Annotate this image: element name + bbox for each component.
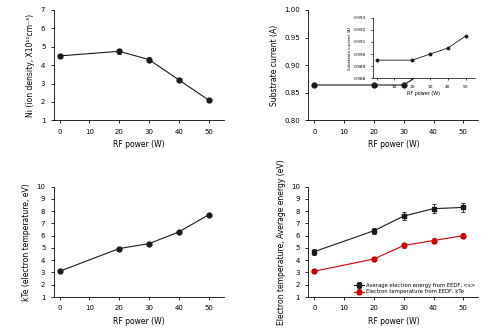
Y-axis label: Substrate current (A): Substrate current (A) — [270, 24, 279, 106]
Y-axis label: Electron temperature, Average energy (eV): Electron temperature, Average energy (eV… — [277, 159, 285, 325]
X-axis label: RF power (W): RF power (W) — [113, 317, 164, 326]
X-axis label: RF power (W): RF power (W) — [113, 140, 164, 149]
Y-axis label: kTe (electron temperature, eV): kTe (electron temperature, eV) — [22, 183, 31, 301]
X-axis label: RF power (W): RF power (W) — [367, 140, 419, 149]
Y-axis label: Ni (ion density, X10¹⁰cm⁻³): Ni (ion density, X10¹⁰cm⁻³) — [26, 14, 35, 117]
Legend: Average electron energy from EEDF, <ε>, Electron temperature from EEDF, kTe: Average electron energy from EEDF, <ε>, … — [354, 283, 476, 294]
X-axis label: RF power (W): RF power (W) — [367, 317, 419, 326]
